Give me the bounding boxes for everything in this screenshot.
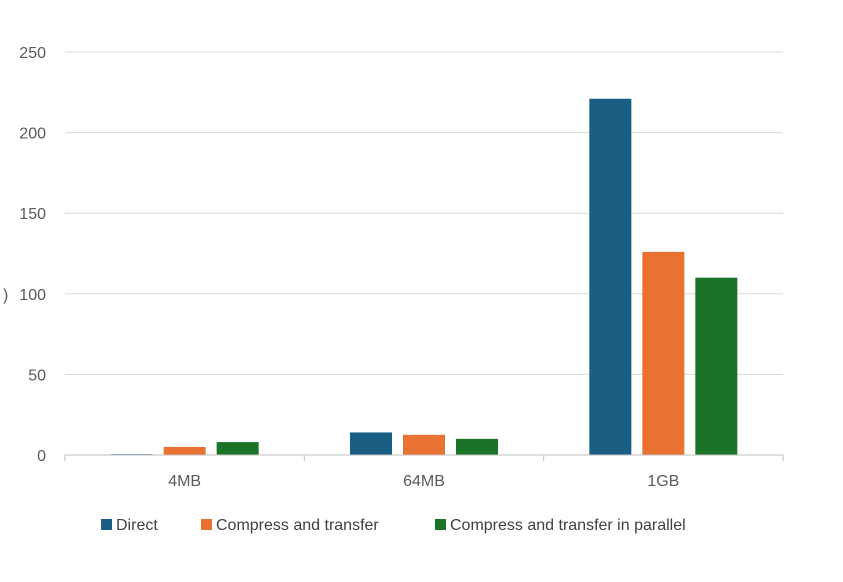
y-tick-label: 150: [19, 206, 46, 223]
y-tick-label: 0: [37, 448, 46, 465]
legend-label: Direct: [116, 517, 158, 534]
x-category-label: 64MB: [403, 473, 445, 490]
bar: [642, 251, 685, 455]
legend-swatch: [201, 519, 212, 530]
y-axis-ticks: 0 50 100 150 200 250: [19, 45, 46, 465]
legend-swatch: [435, 519, 446, 530]
x-category-label: 1GB: [647, 473, 679, 490]
legend-swatch: [101, 519, 112, 530]
bar: [216, 442, 259, 455]
bar: [403, 434, 445, 455]
legend-label: Compress and transfer in parallel: [450, 517, 686, 534]
bar: [695, 277, 738, 455]
bar: [589, 98, 632, 456]
y-tick-label: 50: [28, 367, 46, 384]
bar: [456, 438, 498, 455]
legend-label: Compress and transfer: [216, 517, 379, 534]
x-category-label: 4MB: [168, 473, 201, 490]
y-tick-label: 250: [19, 45, 46, 62]
bar: [350, 432, 392, 455]
y-tick-label: 100: [19, 287, 46, 304]
y-tick-label: 200: [19, 126, 46, 143]
legend: Direct Compress and transfer Compress and …: [101, 517, 686, 534]
y-axis-label-fragment: ): [3, 287, 8, 304]
bar: [163, 446, 206, 455]
x-axis: 4MB 64MB 1GB: [64, 454, 784, 490]
bars: [110, 98, 738, 456]
